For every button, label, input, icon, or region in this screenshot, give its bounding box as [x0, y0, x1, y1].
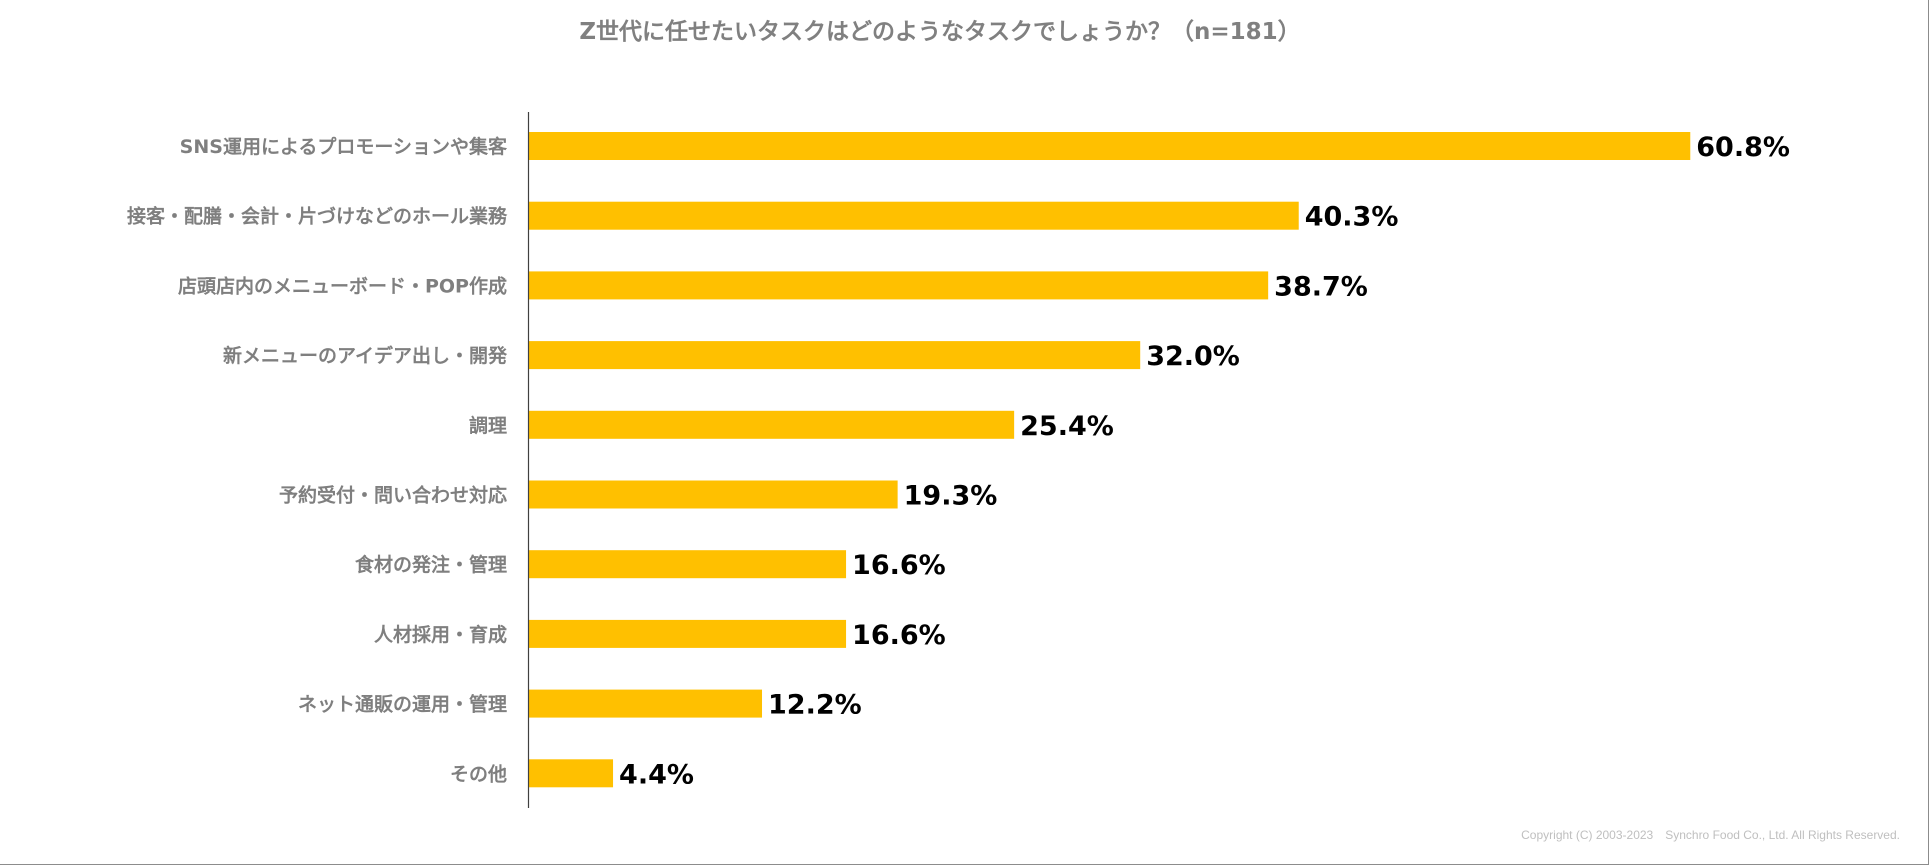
bar: [529, 271, 1269, 300]
bar: [529, 550, 847, 579]
category-label: 新メニューのアイデア出し・開発: [223, 344, 508, 367]
data-label: 19.3%: [904, 481, 998, 512]
data-label: 60.8%: [1696, 132, 1790, 163]
category-label: 接客・配膳・会計・片づけなどのホール業務: [127, 205, 508, 228]
bar: [529, 132, 1691, 160]
bar: [529, 480, 898, 509]
copyright-text: Copyright (C) 2003-2023 Synchro Food Co.…: [1521, 828, 1900, 842]
category-label: 店頭店内のメニューボード・POP作成: [178, 274, 507, 297]
bar: [529, 410, 1015, 439]
category-label: ネット通販の運用・管理: [298, 693, 507, 716]
bars-layer: SNS運用によるプロモーションや集客 60.8% 接客・配膳・会計・片づけなどのホー…: [127, 132, 1790, 790]
data-label: 38.7%: [1274, 271, 1368, 302]
category-label: 予約受付・問い合わせ対応: [279, 484, 507, 507]
bar: [529, 341, 1141, 370]
data-label: 16.6%: [852, 550, 946, 581]
data-label: 16.6%: [852, 620, 946, 651]
data-label: 12.2%: [768, 690, 862, 721]
category-label: 調理: [469, 414, 507, 437]
bar: [529, 619, 847, 648]
data-label: 25.4%: [1020, 411, 1114, 442]
category-label: 食材の発注・管理: [355, 553, 507, 576]
data-label: 4.4%: [619, 759, 694, 790]
data-label: 32.0%: [1146, 341, 1240, 372]
category-label: その他: [450, 762, 507, 785]
bar: [529, 201, 1299, 230]
bar: [529, 689, 763, 718]
bar: [529, 759, 614, 788]
data-label: 40.3%: [1305, 202, 1399, 233]
chart-title: Z世代に任せたいタスクはどのようなタスクでしょうか？（n=181）: [579, 19, 1301, 45]
category-label: SNS運用によるプロモーションや集客: [180, 135, 508, 158]
category-label: 人材採用・育成: [374, 623, 507, 646]
